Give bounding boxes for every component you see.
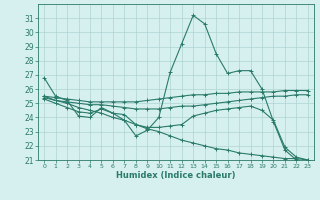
- X-axis label: Humidex (Indice chaleur): Humidex (Indice chaleur): [116, 171, 236, 180]
